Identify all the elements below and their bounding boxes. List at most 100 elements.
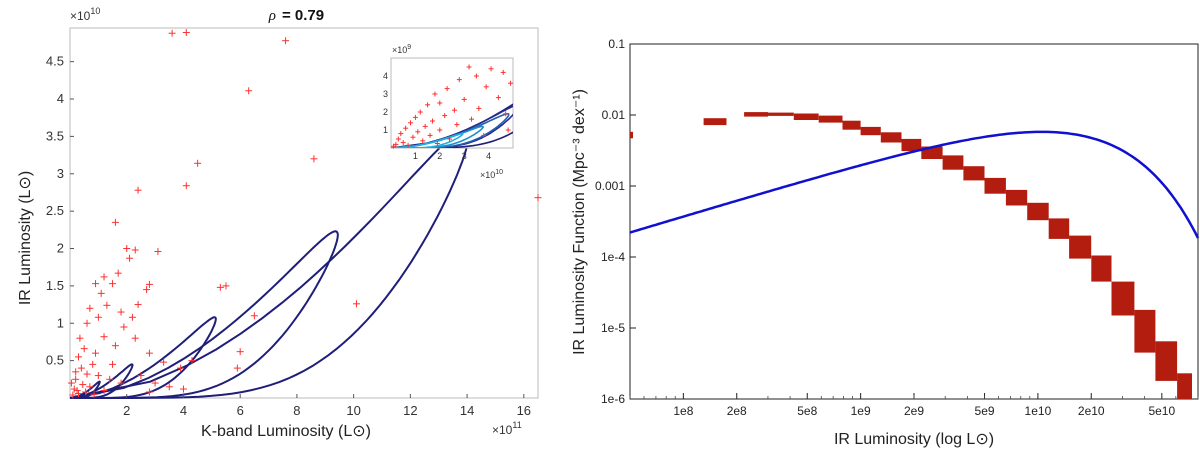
- left-point-29: [86, 304, 94, 312]
- right-y-tick-label-3: 1e-4: [601, 250, 625, 264]
- left-contour-1: [69, 230, 339, 399]
- inset-point-22: [454, 122, 460, 128]
- left-point-13: [126, 254, 134, 262]
- left-point-57: [70, 385, 78, 393]
- left-x-tick-label-5: 12: [403, 403, 417, 418]
- inset-point-1: [488, 66, 494, 72]
- inset-point-6: [483, 84, 489, 90]
- lf-bin-3: [767, 112, 794, 116]
- left-scatter-panel: ρ = 0.79 2 4 6 8 10 12 14 16 0.511.522.533.544.…: [17, 6, 542, 440]
- left-point-42: [145, 388, 153, 396]
- left-point-48: [77, 364, 85, 372]
- left-point-14: [143, 286, 151, 294]
- inset-y-tick-label-2: 3: [383, 89, 388, 99]
- left-x-tick-label-0: 2: [123, 403, 130, 418]
- left-y-tick-label-1: 1: [57, 315, 64, 330]
- left-point-6: [182, 182, 190, 190]
- inset-point-14: [451, 107, 457, 113]
- left-point-22: [100, 273, 108, 281]
- left-y-tick-label-6: 3.5: [46, 128, 64, 143]
- right-x-tick-label-0: 1e8: [673, 404, 693, 418]
- left-x-tick-label-2: 6: [237, 403, 244, 418]
- lf-bin-2: [744, 112, 768, 117]
- left-x-tick-label-7: 16: [517, 403, 531, 418]
- inset-point-27: [398, 131, 404, 137]
- left-point-62: [100, 387, 108, 395]
- inset-point-15: [417, 109, 423, 115]
- right-x-tick-label-2: 5e8: [797, 404, 817, 418]
- left-point-33: [131, 334, 139, 342]
- lf-bin-20: [1134, 309, 1156, 353]
- inset-contour-4: [391, 132, 464, 148]
- left-point-28: [103, 301, 111, 309]
- left-point-26: [128, 313, 136, 321]
- lf-bin-15: [1027, 202, 1049, 221]
- right-y-ticks: 0.1 0.01 0.001 1e-4 1e-5 1e-6: [595, 37, 636, 406]
- lf-bin-6: [842, 120, 861, 130]
- left-y-tick-label-0: 0.5: [46, 353, 64, 368]
- left-point-11: [131, 246, 139, 254]
- left-point-27: [117, 308, 125, 316]
- inset-y-tick-label-3: 4: [383, 71, 388, 81]
- inset-x-tick-label-2: 3: [462, 151, 467, 161]
- left-point-19: [352, 300, 360, 308]
- left-point-4: [534, 194, 542, 202]
- inset-plot-area: [390, 57, 514, 149]
- inset-point-33: [400, 140, 406, 146]
- lf-bin-13: [984, 177, 1006, 194]
- inset-point-19: [469, 116, 475, 122]
- inset-scatter: 1 2 3 4 1 2 3 4 ×109 ×1010: [383, 44, 514, 180]
- left-x-tick-label-3: 8: [293, 403, 300, 418]
- right-x-tick-label-4: 2e9: [904, 404, 924, 418]
- left-point-0: [168, 29, 176, 37]
- inset-contour-2: [391, 113, 510, 148]
- inset-point-29: [410, 134, 416, 140]
- left-y-tick-label-7: 4: [57, 91, 64, 106]
- left-y-tick-label-8: 4.5: [46, 54, 64, 69]
- right-plot-area: [629, 43, 1199, 400]
- left-contour-2: [69, 316, 217, 399]
- inset-point-26: [415, 129, 421, 135]
- inset-point-12: [425, 102, 431, 108]
- left-title-value: = 0.79: [282, 7, 324, 24]
- inset-point-32: [420, 138, 426, 144]
- inset-y-tick-label-0: 1: [383, 125, 388, 135]
- left-point-47: [89, 360, 97, 368]
- left-point-34: [145, 349, 153, 357]
- left-x-ticks: 2 4 6 8 10 12 14 16: [123, 394, 531, 418]
- lf-bin-12: [963, 166, 985, 181]
- left-point-56: [86, 383, 94, 391]
- left-x-tick-label-6: 14: [460, 403, 474, 418]
- left-point-1: [182, 28, 190, 36]
- right-luminosity-function-panel: 1e8 2e8 5e8 1e9 2e9 5e9 1e10 2e10 5e10 0.10.010.…: [571, 37, 1200, 448]
- left-y-exponent: ×1010: [70, 6, 100, 23]
- left-point-49: [75, 353, 83, 361]
- inset-x-tick-label-3: 4: [486, 151, 491, 161]
- left-x-tick-label-4: 10: [346, 403, 360, 418]
- left-point-45: [92, 349, 100, 357]
- inset-point-3: [473, 73, 479, 79]
- left-point-67: [109, 360, 117, 368]
- inset-point-11: [437, 100, 443, 106]
- left-point-24: [92, 280, 100, 288]
- right-x-tick-label-8: 5e10: [1148, 404, 1175, 418]
- lf-bin-5: [818, 115, 843, 123]
- left-point-65: [137, 372, 145, 380]
- left-point-55: [79, 381, 87, 389]
- left-point-17: [222, 282, 230, 290]
- inset-point-38: [434, 141, 440, 146]
- left-point-35: [160, 358, 168, 366]
- left-point-46: [80, 345, 88, 353]
- lf-bin-22: [1177, 373, 1192, 399]
- left-point-66: [151, 379, 159, 387]
- lf-bin-14: [1005, 189, 1028, 206]
- left-point-50: [83, 370, 91, 378]
- inset-ticks: 1 2 3 4 1 2 3 4: [383, 71, 491, 161]
- right-y-tick-label-5: 1e-6: [601, 392, 625, 406]
- left-point-8: [134, 186, 142, 194]
- inset-point-4: [456, 77, 462, 83]
- lf-bin-21: [1155, 341, 1178, 381]
- inset-point-9: [495, 95, 501, 101]
- inset-point-2: [500, 69, 506, 75]
- lf-bin-9: [901, 138, 922, 152]
